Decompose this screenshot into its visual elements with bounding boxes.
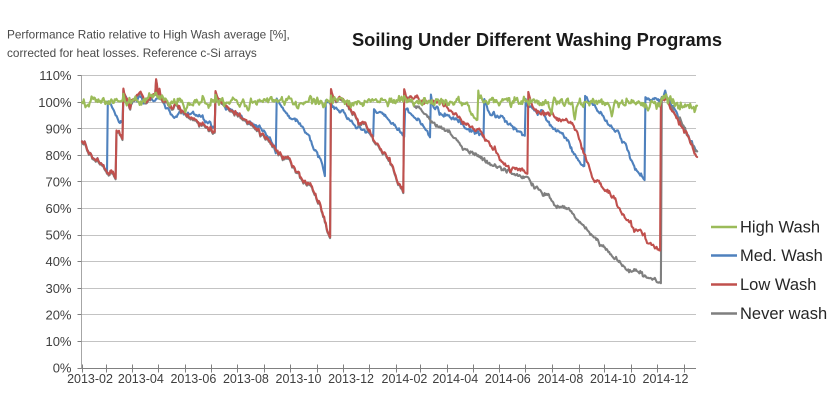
x-axis-labels: 2013-02 2013-04 2013-06 2013-08 2013-10 2013-… <box>67 372 688 386</box>
legend: High Wash Med. Wash Low Wash Never wash <box>711 219 827 323</box>
x-tick-label: 2013-12 <box>328 372 374 386</box>
legend-label-med-wash: Med. Wash <box>740 247 823 265</box>
x-tick-label: 2014-06 <box>485 372 531 386</box>
series-line-low-wash <box>80 78 699 252</box>
y-tick-label: 40% <box>45 254 71 269</box>
x-tick-label: 2014-04 <box>432 372 478 386</box>
y-tick-label: 60% <box>45 201 71 216</box>
legend-item-never-wash: Never wash <box>711 305 827 323</box>
annotation-line-2: corrected for heat losses. Reference c-S… <box>7 46 257 60</box>
y-axis-labels: 0% 10% 20% 30% 40% 50% 60% 70% 80% 90% 100% 110% <box>38 68 72 375</box>
x-tick-label: 2013-02 <box>67 372 113 386</box>
x-tick-label: 2013-08 <box>223 372 269 386</box>
x-tick-label: 2014-02 <box>382 372 428 386</box>
legend-item-med-wash: Med. Wash <box>711 247 823 265</box>
legend-label-high-wash: High Wash <box>740 219 820 237</box>
y-tick-label: 10% <box>45 334 71 349</box>
y-tick-label: 110% <box>39 68 72 83</box>
legend-label-never-wash: Never wash <box>740 305 827 323</box>
x-tick-label: 2014-10 <box>590 372 636 386</box>
y-tick-label: 80% <box>45 148 71 163</box>
y-tick-label: 70% <box>45 174 71 189</box>
y-tick-label: 50% <box>45 228 71 243</box>
y-tick-label: 20% <box>45 307 71 322</box>
axes <box>77 75 696 373</box>
y-tick-label: 100% <box>38 95 72 110</box>
data-series <box>80 78 699 285</box>
y-tick-label: 30% <box>45 281 71 296</box>
chart-title: Soiling Under Different Washing Programs <box>352 29 722 50</box>
x-tick-label: 2013-06 <box>170 372 216 386</box>
y-tick-label: 0% <box>53 361 72 376</box>
x-tick-label: 2014-12 <box>643 372 689 386</box>
series-line-high-wash <box>80 89 699 122</box>
x-tick-label: 2013-10 <box>276 372 322 386</box>
annotation-line-1: Performance Ratio relative to High Wash … <box>7 28 290 42</box>
x-tick-label: 2014-08 <box>537 372 583 386</box>
legend-item-low-wash: Low Wash <box>711 276 816 294</box>
y-tick-label: 90% <box>45 121 71 136</box>
legend-label-low-wash: Low Wash <box>740 276 816 294</box>
legend-item-high-wash: High Wash <box>711 219 820 237</box>
x-tick-label: 2013-04 <box>118 372 164 386</box>
